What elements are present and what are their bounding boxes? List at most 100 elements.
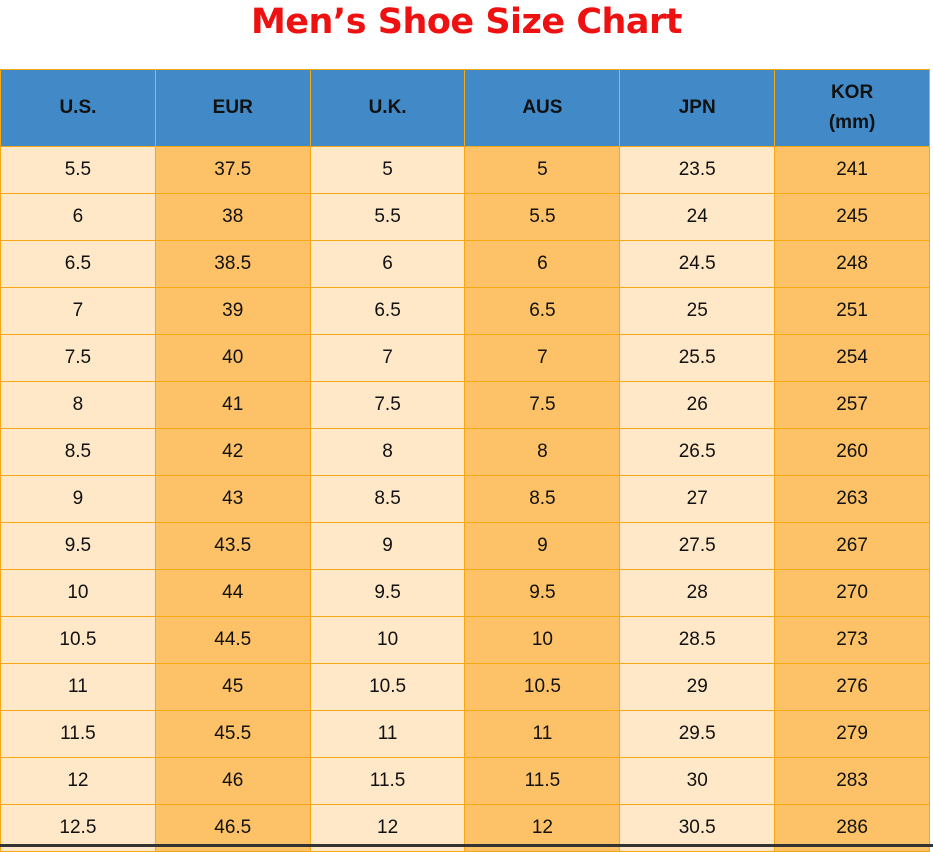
table-cell: 30	[619, 757, 776, 805]
table-cell: 11.5	[309, 757, 466, 805]
table-cell: 10	[464, 616, 621, 664]
table-cell: 12	[0, 757, 156, 805]
table-cell: 5	[464, 146, 621, 194]
table-row: 7.5 40 7 7 25.5 254	[0, 334, 930, 382]
table-cell: 38	[154, 193, 311, 241]
table-cell: 7.5	[309, 381, 466, 429]
bottom-bar	[0, 844, 933, 847]
column-header: KOR (mm)	[774, 69, 930, 147]
table-cell: 10	[309, 616, 466, 664]
table-cell: 260	[774, 428, 930, 476]
column-header: JPN	[619, 69, 776, 147]
table-cell: 28.5	[619, 616, 776, 664]
table-cell: 27.5	[619, 522, 776, 570]
table-cell: 8	[309, 428, 466, 476]
table-cell: 6	[0, 193, 156, 241]
table-cell: 257	[774, 381, 930, 429]
table-cell: 7	[0, 287, 156, 335]
table-row: 11 45 10.5 10.5 29 276	[0, 663, 930, 711]
table-cell: 279	[774, 710, 930, 758]
table-cell: 44	[154, 569, 311, 617]
table-row: 5.5 37.5 5 5 23.5 241	[0, 146, 930, 194]
column-header: EUR	[154, 69, 311, 147]
table-cell: 8	[464, 428, 621, 476]
table-cell: 40	[154, 334, 311, 382]
table-cell: 9	[0, 475, 156, 523]
table-cell: 26	[619, 381, 776, 429]
table-cell: 241	[774, 146, 930, 194]
table-cell: 42	[154, 428, 311, 476]
page-title: Men’s Shoe Size Chart	[250, 2, 683, 42]
column-header: U.S.	[0, 69, 156, 147]
table-row: 8 41 7.5 7.5 26 257	[0, 381, 930, 429]
table-cell: 8	[0, 381, 156, 429]
table-cell: 10.5	[0, 616, 156, 664]
table-cell: 10	[0, 569, 156, 617]
table-cell: 37.5	[154, 146, 311, 194]
table-row: 6.5 38.5 6 6 24.5 248	[0, 240, 930, 288]
table-cell: 24	[619, 193, 776, 241]
table-cell: 45.5	[154, 710, 311, 758]
table-cell: 27	[619, 475, 776, 523]
table-cell: 44.5	[154, 616, 311, 664]
table-cell: 11	[0, 663, 156, 711]
table-cell: 25	[619, 287, 776, 335]
table-cell: 43	[154, 475, 311, 523]
table-row: 10 44 9.5 9.5 28 270	[0, 569, 930, 617]
table-row: 9.5 43.5 9 9 27.5 267	[0, 522, 930, 570]
table-cell: 11	[309, 710, 466, 758]
table-cell: 24.5	[619, 240, 776, 288]
table-cell: 5	[309, 146, 466, 194]
table-cell: 9	[309, 522, 466, 570]
table-cell: 283	[774, 757, 930, 805]
table-cell: 29	[619, 663, 776, 711]
table-cell: 45	[154, 663, 311, 711]
table-cell: 9.5	[309, 569, 466, 617]
table-cell: 9.5	[0, 522, 156, 570]
column-header: AUS	[464, 69, 621, 147]
table-cell: 5.5	[0, 146, 156, 194]
table-cell: 8.5	[0, 428, 156, 476]
table-cell: 254	[774, 334, 930, 382]
table-cell: 9.5	[464, 569, 621, 617]
table-cell: 11	[464, 710, 621, 758]
table-cell: 11.5	[464, 757, 621, 805]
table-cell: 7.5	[0, 334, 156, 382]
table-cell: 6.5	[309, 287, 466, 335]
table-cell: 41	[154, 381, 311, 429]
table-cell: 38.5	[154, 240, 311, 288]
table-cell: 25.5	[619, 334, 776, 382]
table-row: 8.5 42 8 8 26.5 260	[0, 428, 930, 476]
table-cell: 29.5	[619, 710, 776, 758]
table-cell: 46	[154, 757, 311, 805]
table-cell: 8.5	[464, 475, 621, 523]
size-chart-table: U.S. EUR U.K. AUS JPN KOR (mm) 5.5 37.5 5 5 23.5 2…	[0, 69, 930, 852]
table-cell: 270	[774, 569, 930, 617]
table-cell: 7.5	[464, 381, 621, 429]
table-cell: 5.5	[309, 193, 466, 241]
table-cell: 273	[774, 616, 930, 664]
column-header: U.K.	[309, 69, 466, 147]
table-cell: 23.5	[619, 146, 776, 194]
table-cell: 6	[464, 240, 621, 288]
table-row: 9 43 8.5 8.5 27 263	[0, 475, 930, 523]
table-cell: 7	[309, 334, 466, 382]
table-cell: 26.5	[619, 428, 776, 476]
table-cell: 263	[774, 475, 930, 523]
table-cell: 6.5	[464, 287, 621, 335]
table-cell: 6	[309, 240, 466, 288]
table-cell: 11.5	[0, 710, 156, 758]
table-cell: 10.5	[309, 663, 466, 711]
table-cell: 28	[619, 569, 776, 617]
table-cell: 251	[774, 287, 930, 335]
table-cell: 7	[464, 334, 621, 382]
table-cell: 267	[774, 522, 930, 570]
table-cell: 8.5	[309, 475, 466, 523]
table-cell: 248	[774, 240, 930, 288]
table-cell: 5.5	[464, 193, 621, 241]
table-row: 7 39 6.5 6.5 25 251	[0, 287, 930, 335]
table-cell: 276	[774, 663, 930, 711]
header-row: U.S. EUR U.K. AUS JPN KOR (mm)	[0, 69, 930, 147]
table-row: 6 38 5.5 5.5 24 245	[0, 193, 930, 241]
table-row: 11.5 45.5 11 11 29.5 279	[0, 710, 930, 758]
